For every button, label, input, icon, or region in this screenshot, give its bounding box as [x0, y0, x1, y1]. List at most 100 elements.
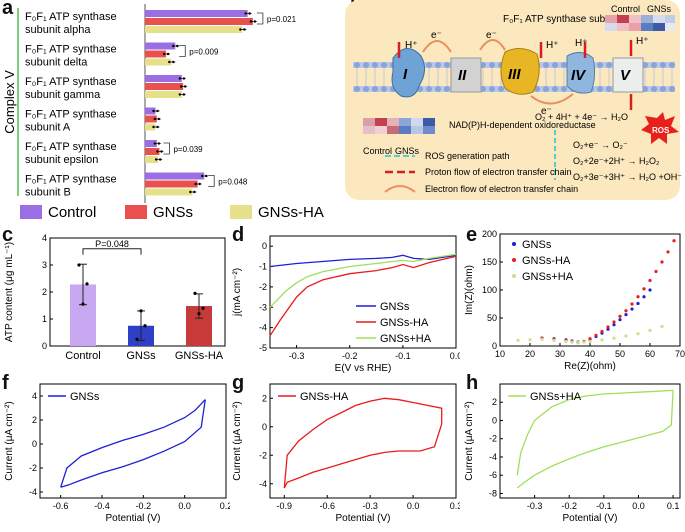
legend-label: GNSs-HA: [258, 204, 324, 221]
x-tick-label: -0.9: [277, 501, 293, 511]
x-tick-label: -0.6: [53, 501, 69, 511]
eminus-2: e⁻: [486, 30, 497, 41]
y-tick-label: 2: [492, 397, 497, 407]
legend-label: GNSs: [380, 301, 410, 313]
x-tick-label: GNSs-HA: [175, 350, 224, 362]
data-point: [143, 324, 147, 328]
x-axis-label: Potential (V): [105, 513, 160, 524]
y-axis-label: j(mA cm⁻²): [232, 268, 243, 317]
complex-V-label: V: [620, 67, 632, 84]
y-tick-label: 4: [32, 391, 37, 401]
complex-V-shape: [612, 57, 644, 93]
cv-upper: [60, 399, 206, 488]
nadph-heat-control: Control: [363, 146, 392, 156]
x-tick-label: 0.0: [178, 501, 191, 511]
y-tick-label: 150: [482, 257, 497, 267]
panel-label-d: d: [232, 224, 245, 246]
bar-GNSs-HA: [145, 123, 156, 131]
bar-GNSs-HA: [145, 58, 172, 66]
bar-GNSs: [145, 148, 160, 155]
data-point: [139, 309, 143, 313]
point-GNSs: [642, 295, 646, 299]
x-tick-label: -0.6: [319, 501, 335, 511]
complex-v-label: Complex V: [2, 70, 17, 134]
complex-III-shape: [500, 48, 540, 95]
y-tick-label: -1: [259, 262, 267, 272]
x-tick-label: -0.4: [94, 501, 110, 511]
bar-Control: [145, 10, 248, 17]
x-tick-label: -0.1: [395, 351, 411, 361]
point-GNSs+HA: [528, 338, 532, 342]
data-point: [85, 282, 89, 286]
y-tick-label: -4: [259, 479, 267, 489]
point-GNSs-HA: [594, 333, 598, 337]
y-tick-label: -6: [489, 470, 497, 480]
data-point: [77, 263, 81, 267]
point-GNSs+HA: [660, 324, 664, 328]
category-label-line1: F₀F₁ ATP synthase: [25, 11, 117, 23]
point-GNSs-HA: [642, 287, 646, 291]
x-tick-label: 40: [585, 349, 595, 359]
hplus-2: H⁺: [546, 40, 559, 51]
bar-GNSs-HA: [145, 91, 182, 98]
proton-arrows: [397, 40, 633, 110]
data-point: [197, 312, 201, 316]
y-tick-label: 4: [42, 233, 47, 243]
y-tick-label: 0: [42, 341, 47, 351]
bar-GNSs-HA: [145, 26, 243, 33]
point-GNSs+HA: [564, 339, 568, 344]
complex-II-label: II: [458, 67, 467, 84]
cv-upper: [283, 397, 443, 489]
diagram-b-svg: I II III IV V H⁺ H⁺ H⁺ H⁺ e⁻ e⁻ e⁻ F₀F₁ …: [353, 4, 682, 194]
legend-label: GNSs+HA: [522, 271, 574, 283]
point-GNSs-HA: [612, 320, 616, 324]
y-tick-label: 50: [487, 313, 497, 323]
bar-GNSs: [145, 83, 184, 90]
point-GNSs-HA: [654, 269, 658, 274]
bar-Control: [145, 42, 176, 50]
nadph-label: NAD(P)H-dependent oxidoreductase: [449, 120, 596, 130]
y-tick-label: -2: [29, 463, 37, 473]
y-tick-label: 1: [42, 314, 47, 324]
legend-label: GNSs-HA: [300, 391, 349, 403]
x-axis-label: Potential (V): [562, 513, 617, 524]
complex-IV-shape: [566, 52, 596, 94]
diagram-b: [345, 0, 680, 200]
legend-label: GNSs-HA: [380, 317, 429, 329]
x-tick-label: 0.3: [450, 501, 460, 511]
point-GNSs: [630, 307, 634, 311]
point-GNSs: [648, 288, 652, 292]
data-point: [201, 306, 205, 310]
y-axis-label: Im(Z)(ohm): [464, 265, 475, 315]
series-GNSs-HA: [269, 255, 457, 337]
p-value: p=0.009: [189, 48, 219, 57]
y-tick-label: -4: [29, 487, 37, 497]
point-GNSs+HA: [552, 338, 556, 342]
y-axis-label: Current (μA cm⁻²): [232, 401, 243, 480]
cv-upper: [516, 389, 674, 476]
point-GNSs+HA: [636, 332, 640, 336]
chart-d: -0.3 -0.2 -0.1 0.0 0 -1 -2 -3 -4 -5 E(V vs RHE) j(m…: [232, 235, 460, 374]
y-axis-label: Current (μA cm⁻²): [4, 401, 15, 480]
point-GNSs-HA: [648, 278, 652, 283]
y-tick-label: 2: [42, 287, 47, 297]
point-GNSs: [612, 323, 616, 327]
data-point: [193, 291, 197, 295]
category-label-line2: subunit alpha: [25, 24, 91, 36]
point-GNSs-HA: [636, 295, 640, 299]
point-GNSs+HA: [588, 339, 592, 344]
category-label-line1: F₀F₁ ATP synthase: [25, 141, 117, 153]
point-GNSs-HA: [666, 250, 670, 254]
y-tick-label: 3: [42, 260, 47, 270]
legend-label: GNSs-HA: [522, 255, 571, 267]
complex-I-label: I: [403, 66, 408, 83]
data-point: [135, 337, 139, 341]
x-axis-label: Potential (V): [335, 513, 390, 524]
chart-h: -0.3 -0.2 -0.1 0.0 0.1 2 0 -2 -4 -6 -8 Potential (V…: [464, 383, 681, 524]
legend-label: GNSs: [153, 204, 193, 221]
series-GNSs+HA: [269, 253, 457, 308]
rxn-2: O₂+2e⁻+2H⁺ → H₂O₂: [573, 156, 660, 166]
y-tick-label: 0: [492, 341, 497, 351]
point-GNSs: [636, 301, 640, 306]
x-tick-label: Control: [65, 350, 100, 362]
